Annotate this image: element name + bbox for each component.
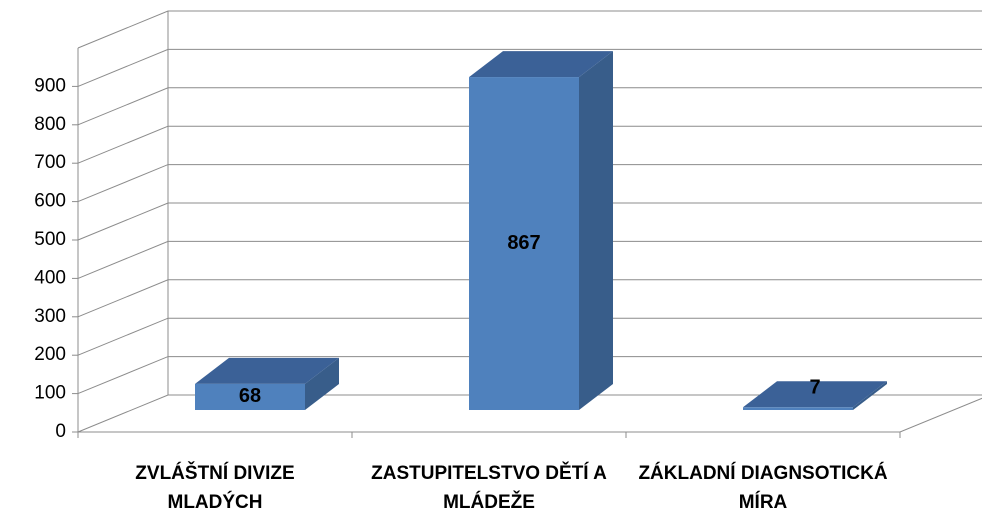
grid-line	[77, 240, 982, 279]
bar-top	[469, 51, 613, 78]
y-tick-label: 900	[34, 75, 66, 96]
grid-line	[77, 317, 982, 356]
y-tick-label: 600	[34, 191, 66, 212]
bar-side	[853, 381, 887, 410]
bar-side	[305, 357, 339, 410]
x-tick-label: ZVLÁŠTNÍ DIVIZE MLADÝCH	[135, 463, 295, 513]
bar-side	[579, 51, 613, 411]
data-label: 7	[809, 377, 820, 399]
grid-line	[77, 394, 982, 433]
grid-line	[77, 279, 982, 318]
wall-top	[77, 10, 982, 49]
grid-line	[77, 356, 982, 395]
y-tick-label: 200	[34, 344, 66, 365]
bar	[195, 383, 305, 410]
bar-top	[743, 381, 887, 408]
y-tick-label: 400	[34, 267, 66, 288]
grid-line	[77, 202, 982, 241]
y-tick-label: 0	[55, 421, 66, 442]
y-tick-label: 800	[34, 114, 66, 135]
bar	[469, 77, 579, 411]
grid-line	[77, 164, 982, 203]
bar-top	[195, 357, 339, 384]
bar	[743, 407, 853, 410]
grid-line	[77, 48, 982, 87]
x-tick-label: ZÁKLADNÍ DIAGNSOTICKÁ MÍRA	[638, 463, 888, 513]
y-tick-label: 500	[34, 229, 66, 250]
y-tick-label: 100	[34, 383, 66, 404]
y-tick-label: 300	[34, 306, 66, 327]
y-tick-label: 700	[34, 152, 66, 173]
x-tick-label: ZASTUPITELSTVO DĚTÍ A MLÁDEŽE	[371, 463, 607, 513]
data-label: 68	[239, 385, 261, 407]
grid-line	[77, 125, 982, 164]
grid-line	[77, 87, 982, 126]
data-label: 867	[507, 232, 540, 254]
